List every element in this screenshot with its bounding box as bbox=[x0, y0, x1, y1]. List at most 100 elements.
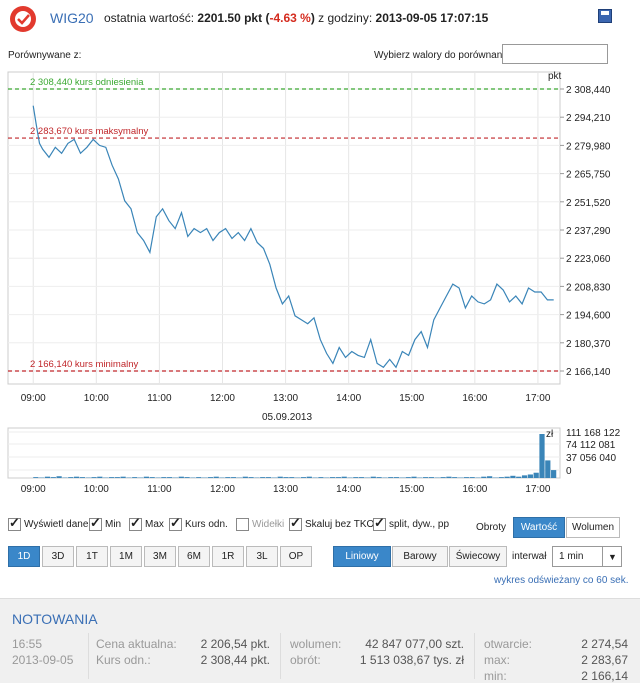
y-tick-label: 2 279,980 bbox=[566, 141, 611, 152]
current-price-label: Cena aktualna: bbox=[96, 637, 177, 651]
value-tab-value[interactable]: Wartość bbox=[513, 517, 565, 538]
volume-bar bbox=[79, 477, 85, 478]
volume-bar bbox=[300, 477, 307, 478]
last-value: 2201.50 pkt bbox=[197, 11, 263, 25]
ref-label: Kurs odn. bbox=[185, 519, 228, 530]
volume-bar bbox=[306, 476, 312, 478]
x-tick-label: 13:00 bbox=[273, 393, 298, 404]
volume-bar bbox=[318, 477, 324, 478]
y-tick-label: 2 251,520 bbox=[566, 198, 611, 209]
chart-type-candle[interactable]: Świecowy bbox=[449, 546, 507, 567]
volume-bar bbox=[551, 470, 557, 478]
last-value-line: ostatnia wartość: 2201.50 pkt (-4.63 %) … bbox=[104, 11, 488, 25]
fork-label: Widełki bbox=[252, 519, 285, 530]
save-icon[interactable] bbox=[598, 9, 612, 23]
show-data-check[interactable] bbox=[8, 515, 21, 531]
compare-label: Porównywane z: bbox=[8, 50, 82, 61]
chart-type-bar[interactable]: Barowy bbox=[392, 546, 448, 567]
max-check[interactable] bbox=[129, 515, 142, 531]
wig20-logo-icon bbox=[10, 6, 36, 32]
y-unit-label: pkt bbox=[548, 71, 562, 82]
vol-x-tick-label: 12:00 bbox=[210, 484, 235, 495]
value-tab-turnover[interactable]: Obroty bbox=[475, 522, 506, 533]
volume-bar bbox=[260, 477, 266, 478]
time-value: 2013-09-05 17:07:15 bbox=[375, 11, 489, 25]
volume-bar bbox=[376, 477, 382, 478]
volume-bar bbox=[132, 477, 138, 478]
y-tick-label: 2 265,750 bbox=[566, 170, 611, 181]
x-tick-label: 14:00 bbox=[336, 393, 361, 404]
show-data-checkbox[interactable]: Wyświetl dane bbox=[8, 515, 89, 531]
volume-bar bbox=[277, 476, 283, 478]
volume-bar bbox=[97, 476, 103, 478]
range-3d[interactable]: 3D bbox=[42, 546, 74, 567]
scale-check[interactable] bbox=[289, 515, 302, 531]
value-tab-volume[interactable]: Wolumen bbox=[566, 517, 620, 538]
volume-bar bbox=[411, 476, 417, 478]
y-tick-label: 2 223,060 bbox=[566, 254, 611, 265]
scale-label: Skaluj bez TKO bbox=[305, 519, 375, 530]
vol-x-tick-label: 10:00 bbox=[84, 484, 109, 495]
y-tick-label: 2 294,210 bbox=[566, 113, 611, 124]
y-tick-label: 2 208,830 bbox=[566, 282, 611, 293]
ref-price-value: 2 308,44 pkt. bbox=[200, 653, 270, 667]
range-op[interactable]: OP bbox=[280, 546, 312, 567]
interval-select[interactable]: 1 min bbox=[552, 546, 622, 567]
date-label: 05.09.2013 bbox=[262, 412, 312, 423]
split-check[interactable] bbox=[373, 515, 386, 531]
volume-bar bbox=[329, 477, 336, 478]
reference-line-label: 2 283,670 kurs maksymalny bbox=[30, 126, 149, 137]
volume-bar bbox=[527, 474, 533, 478]
volume-bar bbox=[504, 476, 510, 478]
volume-bar bbox=[428, 477, 435, 478]
range-3m[interactable]: 3M bbox=[144, 546, 176, 567]
volume-bar bbox=[289, 477, 295, 478]
split-checkbox[interactable]: split, dyw., pp bbox=[373, 515, 449, 531]
y-tick-label: 2 308,440 bbox=[566, 85, 611, 96]
compare-input[interactable] bbox=[502, 44, 608, 64]
scale-checkbox[interactable]: Skaluj bez TKO bbox=[289, 515, 375, 531]
max-value-q: 2 283,67 bbox=[581, 653, 628, 667]
ref-check[interactable] bbox=[169, 515, 182, 531]
range-1d[interactable]: 1D bbox=[8, 546, 40, 567]
min-checkbox[interactable]: Min bbox=[89, 515, 121, 531]
vol-y-tick-label: 111 168 122 bbox=[566, 428, 621, 439]
refresh-note: wykres odświeżany co 60 sek. bbox=[494, 575, 629, 586]
volume-bar bbox=[539, 434, 545, 478]
y-tick-label: 2 180,370 bbox=[566, 339, 611, 350]
change-close-paren: ) bbox=[310, 11, 315, 25]
interval-label: interwał bbox=[512, 551, 547, 562]
range-3l[interactable]: 3L bbox=[246, 546, 278, 567]
min-label-q: min: bbox=[484, 669, 507, 683]
turnover-value: 1 513 038,67 tys. zł bbox=[359, 653, 464, 667]
chevron-down-icon[interactable]: ▼ bbox=[602, 546, 622, 567]
fork-check[interactable] bbox=[236, 518, 249, 531]
range-6m[interactable]: 6M bbox=[178, 546, 210, 567]
last-value-label: ostatnia wartość: bbox=[104, 11, 195, 25]
chart-type-line[interactable]: Liniowy bbox=[333, 546, 391, 567]
volume-bar bbox=[498, 477, 504, 478]
max-label: Max bbox=[145, 519, 164, 530]
volume-bar bbox=[405, 477, 411, 478]
volume-bar bbox=[196, 477, 202, 478]
fork-checkbox[interactable]: Widełki bbox=[236, 518, 284, 531]
volume-bar bbox=[178, 476, 184, 478]
max-checkbox[interactable]: Max bbox=[129, 515, 164, 531]
y-tick-label: 2 194,600 bbox=[566, 311, 611, 322]
divider bbox=[474, 633, 475, 679]
volume-bar bbox=[452, 477, 458, 478]
vol-x-tick-label: 09:00 bbox=[21, 484, 46, 495]
volume-bar bbox=[353, 477, 359, 478]
plot-area bbox=[7, 71, 561, 385]
show-data-label: Wyświetl dane bbox=[24, 519, 89, 530]
range-1t[interactable]: 1T bbox=[76, 546, 108, 567]
y-tick-label: 2 166,140 bbox=[566, 367, 611, 378]
volume-bar bbox=[516, 476, 522, 478]
min-check[interactable] bbox=[89, 515, 102, 531]
ref-checkbox[interactable]: Kurs odn. bbox=[169, 515, 228, 531]
turnover-label: obrót: bbox=[290, 653, 321, 667]
range-1r[interactable]: 1R bbox=[212, 546, 244, 567]
volume-bar bbox=[143, 476, 149, 478]
vol-y-tick-label: 0 bbox=[566, 466, 572, 477]
range-1m[interactable]: 1M bbox=[110, 546, 142, 567]
